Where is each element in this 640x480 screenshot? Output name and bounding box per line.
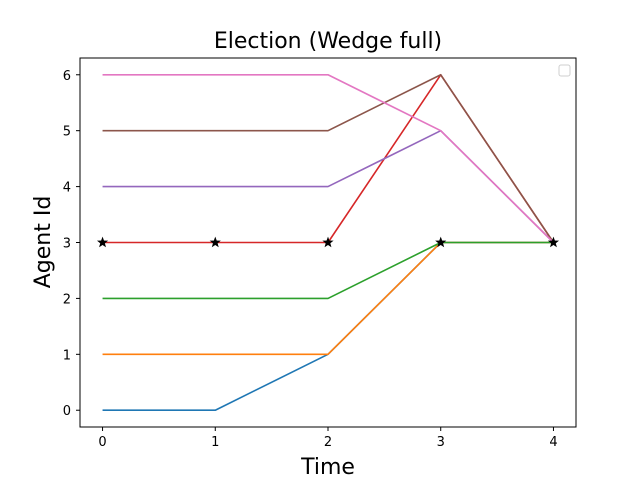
star-marker-4 — [547, 236, 560, 248]
y-tick-label-3: 3 — [63, 237, 71, 252]
star-marker-1 — [209, 236, 221, 248]
x-tick-label-3: 3 — [437, 435, 445, 450]
star-marker-2 — [322, 236, 334, 248]
series-line-3 — [102, 73, 555, 244]
y-tick-label-4: 4 — [63, 181, 71, 196]
series-line-0 — [102, 241, 554, 412]
y-tick-label-1: 1 — [63, 348, 71, 363]
x-tick-label-2: 2 — [324, 435, 332, 450]
series-line-6 — [102, 73, 555, 244]
star-marker-0 — [96, 236, 109, 248]
series-line-5 — [102, 73, 555, 243]
chart-title: Election (Wedge full) — [214, 29, 442, 54]
plot-area: 0 1 2 3 4 0 1 2 3 4 5 6 — [63, 57, 577, 450]
series-line-4 — [102, 129, 555, 244]
y-tick-label-2: 2 — [63, 292, 71, 307]
x-tick-label-1: 1 — [211, 435, 219, 450]
legend-box — [558, 64, 571, 77]
x-tick-label-4: 4 — [549, 435, 557, 450]
x-tick-label-0: 0 — [98, 435, 106, 450]
x-axis-label: Time — [300, 455, 355, 480]
star-marker-3 — [435, 236, 447, 248]
series-line-2 — [102, 241, 554, 300]
y-axis-label: Agent Id — [31, 196, 56, 289]
y-tick-label-0: 0 — [63, 404, 71, 419]
y-tick-label-6: 6 — [63, 69, 71, 84]
y-tick-label-5: 5 — [63, 125, 71, 140]
